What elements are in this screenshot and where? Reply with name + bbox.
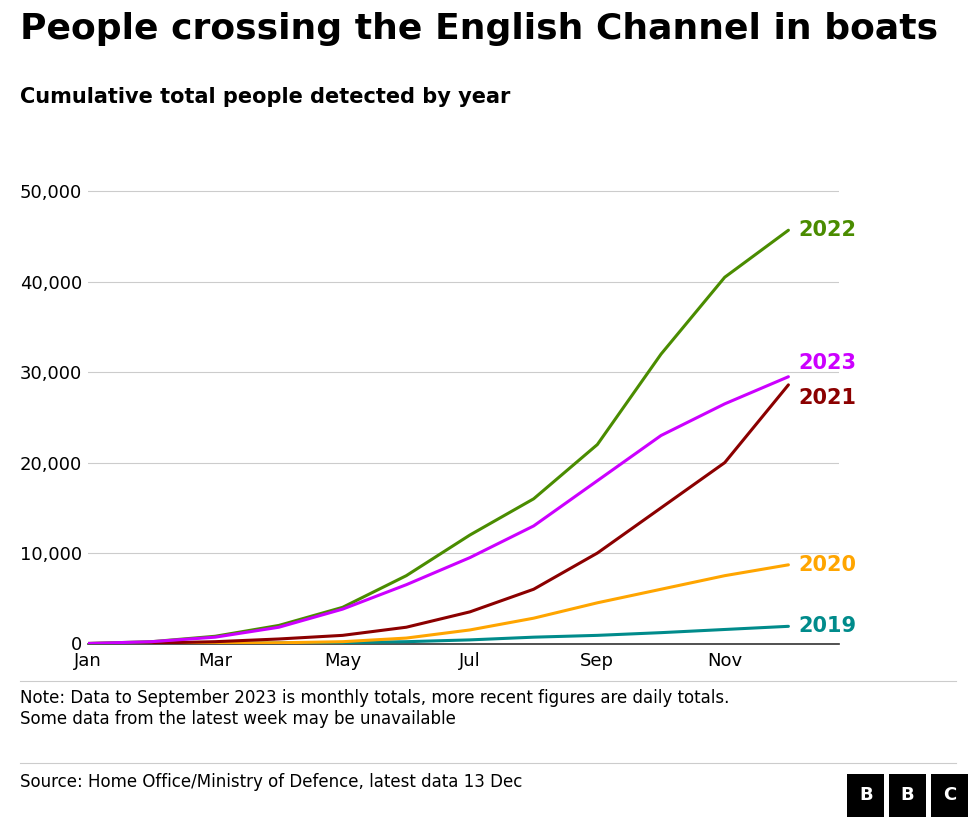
Text: 2020: 2020 xyxy=(798,555,856,575)
Text: Note: Data to September 2023 is monthly totals, more recent figures are daily to: Note: Data to September 2023 is monthly … xyxy=(20,689,729,728)
Text: Source: Home Office/Ministry of Defence, latest data 13 Dec: Source: Home Office/Ministry of Defence,… xyxy=(20,773,522,791)
Text: 2022: 2022 xyxy=(798,220,856,240)
Text: 2021: 2021 xyxy=(798,388,856,408)
Text: C: C xyxy=(943,786,956,804)
Text: B: B xyxy=(901,786,915,804)
Text: People crossing the English Channel in boats: People crossing the English Channel in b… xyxy=(20,12,938,46)
Text: B: B xyxy=(859,786,873,804)
Text: 2023: 2023 xyxy=(798,353,856,373)
Text: 2019: 2019 xyxy=(798,616,856,636)
Text: Cumulative total people detected by year: Cumulative total people detected by year xyxy=(20,87,509,106)
